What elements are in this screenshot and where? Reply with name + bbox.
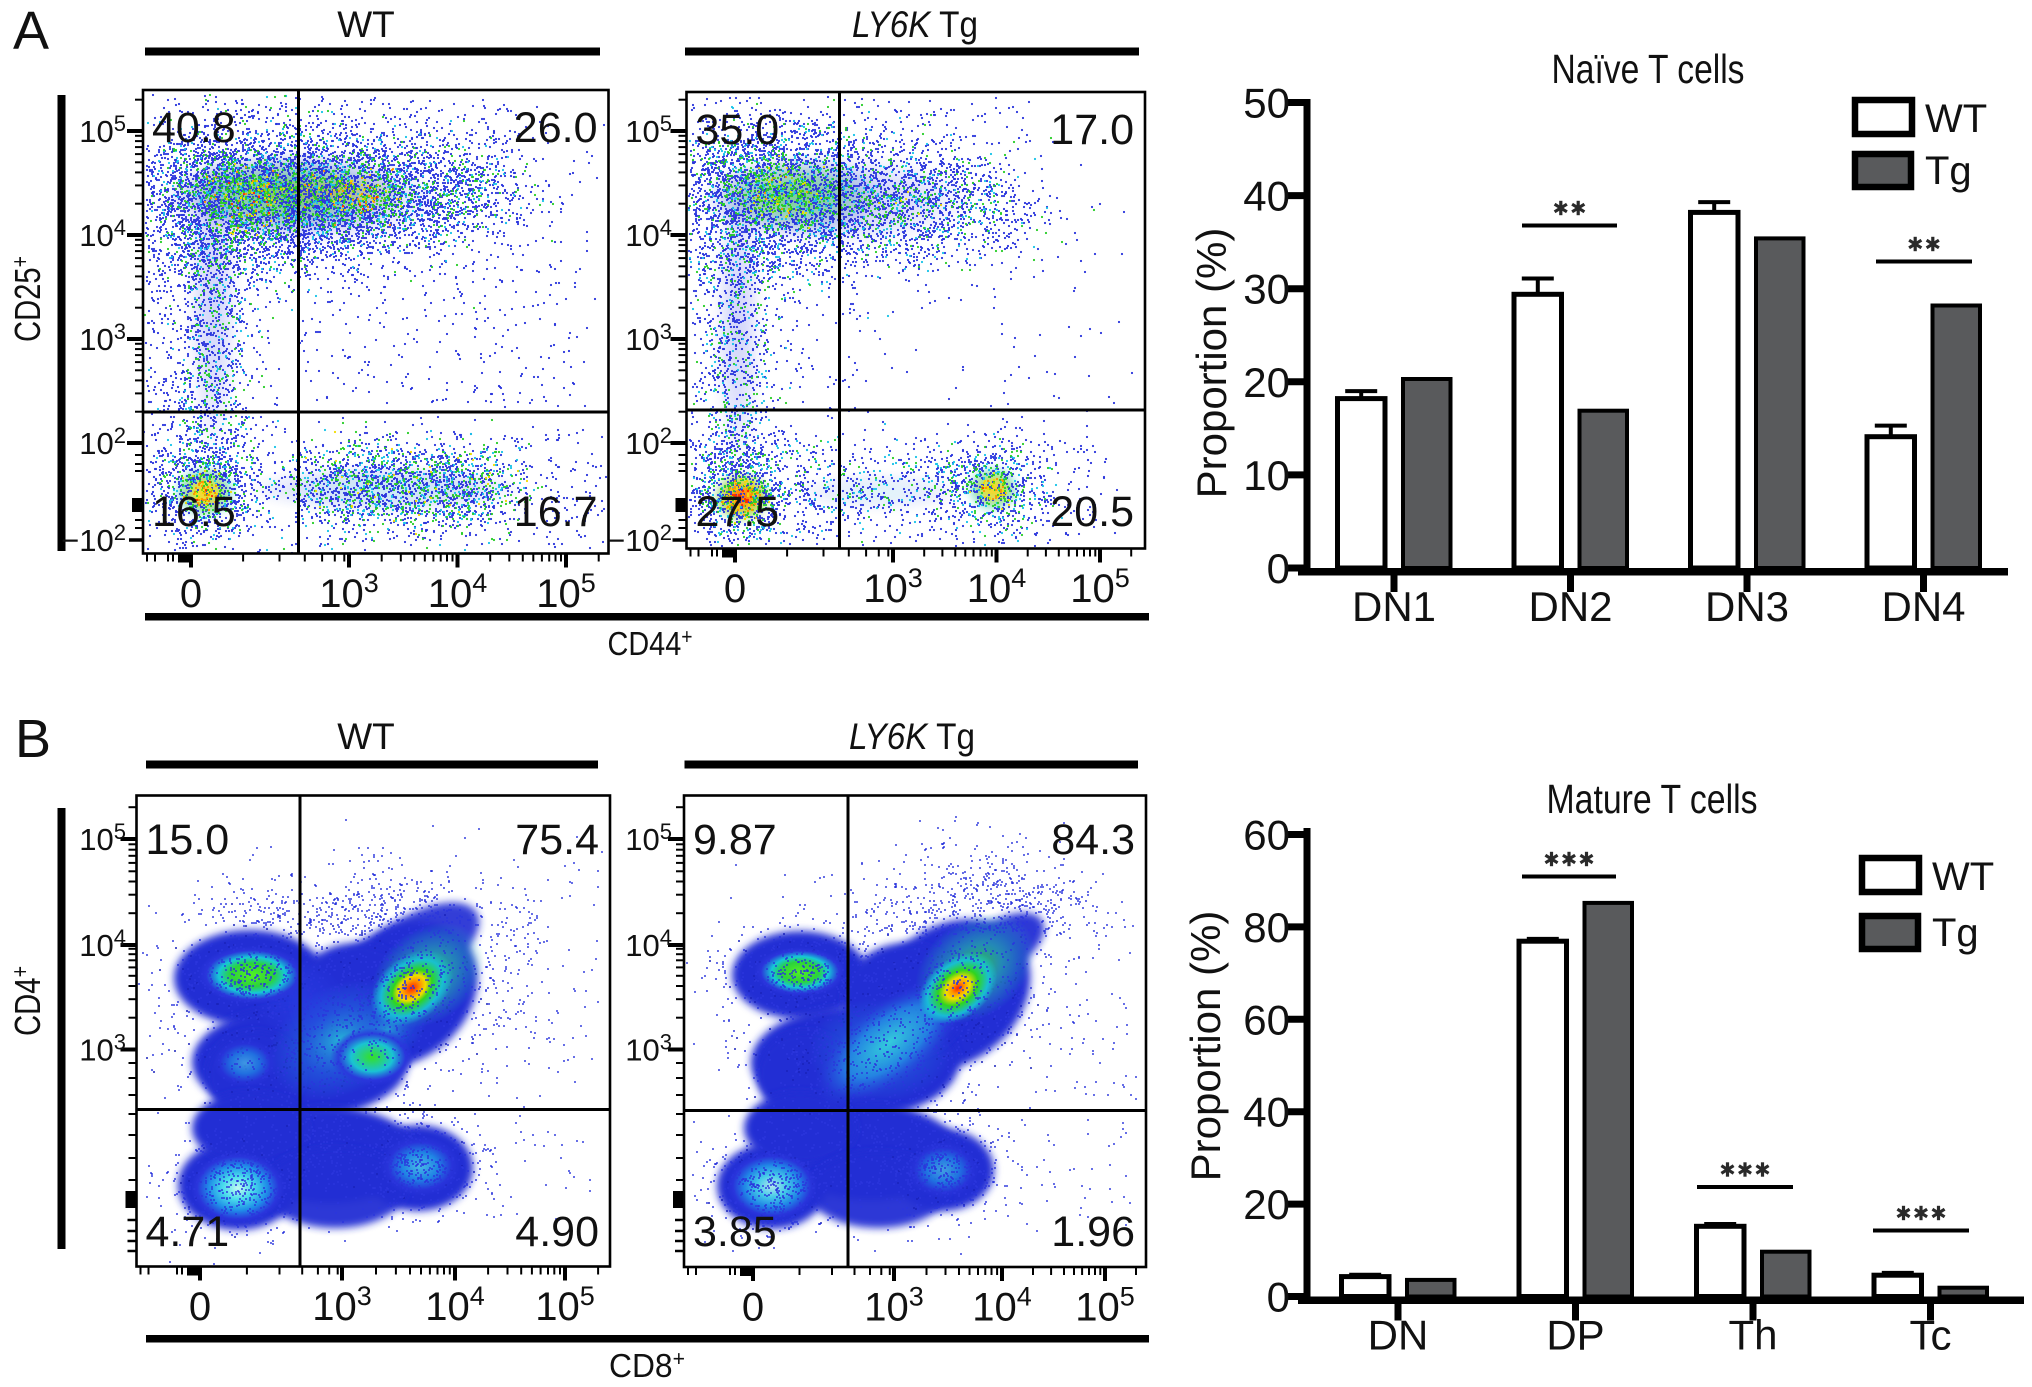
- svg-text:103: 103: [79, 319, 126, 357]
- svg-text:20: 20: [1243, 359, 1290, 406]
- svg-text:16.7: 16.7: [514, 488, 598, 536]
- svg-text:A: A: [13, 1, 49, 61]
- svg-text:DN1: DN1: [1352, 583, 1436, 630]
- svg-text:4.71: 4.71: [146, 1208, 230, 1256]
- svg-text:16.5: 16.5: [152, 488, 236, 536]
- svg-text:3.85: 3.85: [693, 1208, 777, 1256]
- svg-text:Naïve T cells: Naïve T cells: [1552, 46, 1745, 92]
- svg-text:DN4: DN4: [1881, 583, 1965, 630]
- svg-text:B: B: [15, 709, 51, 769]
- svg-text:75.4: 75.4: [515, 816, 599, 864]
- svg-text:0: 0: [180, 572, 202, 616]
- svg-text:WT: WT: [1932, 855, 1994, 899]
- svg-text:CD44+: CD44+: [608, 624, 693, 662]
- svg-text:27.5: 27.5: [696, 488, 780, 536]
- svg-text:40.8: 40.8: [152, 104, 236, 152]
- svg-text:CD4+: CD4+: [7, 966, 48, 1036]
- svg-text:0: 0: [189, 1285, 211, 1329]
- svg-text:LY6K Tg: LY6K Tg: [849, 716, 975, 757]
- svg-text:50: 50: [1243, 80, 1290, 127]
- svg-text:30: 30: [1243, 266, 1290, 313]
- svg-text:1.96: 1.96: [1051, 1208, 1135, 1256]
- svg-text:DN3: DN3: [1705, 583, 1789, 630]
- svg-text:103: 103: [79, 1030, 126, 1068]
- svg-text:CD25+: CD25+: [7, 256, 48, 342]
- svg-text:0: 0: [742, 1286, 764, 1330]
- svg-text:Mature T cells: Mature T cells: [1547, 776, 1758, 822]
- svg-text:35.0: 35.0: [696, 106, 780, 154]
- svg-text:60: 60: [1243, 996, 1290, 1043]
- svg-text:60: 60: [1243, 812, 1290, 859]
- svg-text:Proportion (%): Proportion (%): [1188, 228, 1235, 499]
- svg-text:0: 0: [724, 567, 746, 611]
- svg-text:40: 40: [1243, 1089, 1290, 1136]
- svg-text:0: 0: [1267, 1274, 1290, 1321]
- svg-text:WT: WT: [337, 4, 395, 45]
- svg-text:4.90: 4.90: [515, 1208, 599, 1256]
- svg-text:80: 80: [1243, 904, 1290, 951]
- svg-text:103: 103: [312, 1281, 372, 1329]
- svg-text:Proportion (%): Proportion (%): [1182, 911, 1229, 1182]
- svg-text:Tc: Tc: [1910, 1312, 1952, 1359]
- svg-text:103: 103: [864, 1282, 924, 1330]
- svg-text:DN: DN: [1368, 1312, 1429, 1359]
- svg-text:DP: DP: [1546, 1312, 1604, 1359]
- svg-text:26.0: 26.0: [514, 104, 598, 152]
- svg-text:9.87: 9.87: [693, 816, 777, 864]
- svg-text:84.3: 84.3: [1051, 816, 1135, 864]
- svg-text:15.0: 15.0: [146, 816, 230, 864]
- svg-text:17.0: 17.0: [1050, 106, 1134, 154]
- svg-text:DN2: DN2: [1528, 583, 1612, 630]
- svg-text:20: 20: [1243, 1181, 1290, 1228]
- svg-text:Tg: Tg: [1925, 149, 1972, 193]
- svg-text:40: 40: [1243, 173, 1290, 220]
- svg-text:CD8+: CD8+: [609, 1346, 685, 1384]
- svg-text:WT: WT: [337, 716, 395, 757]
- svg-text:105: 105: [625, 111, 672, 149]
- svg-text:LY6K Tg: LY6K Tg: [852, 4, 978, 45]
- svg-text:Th: Th: [1728, 1312, 1777, 1359]
- svg-text:Tg: Tg: [1932, 911, 1979, 955]
- svg-text:10: 10: [1243, 452, 1290, 499]
- svg-text:WT: WT: [1925, 97, 1987, 141]
- svg-text:0: 0: [1267, 545, 1290, 592]
- svg-text:20.5: 20.5: [1050, 488, 1134, 536]
